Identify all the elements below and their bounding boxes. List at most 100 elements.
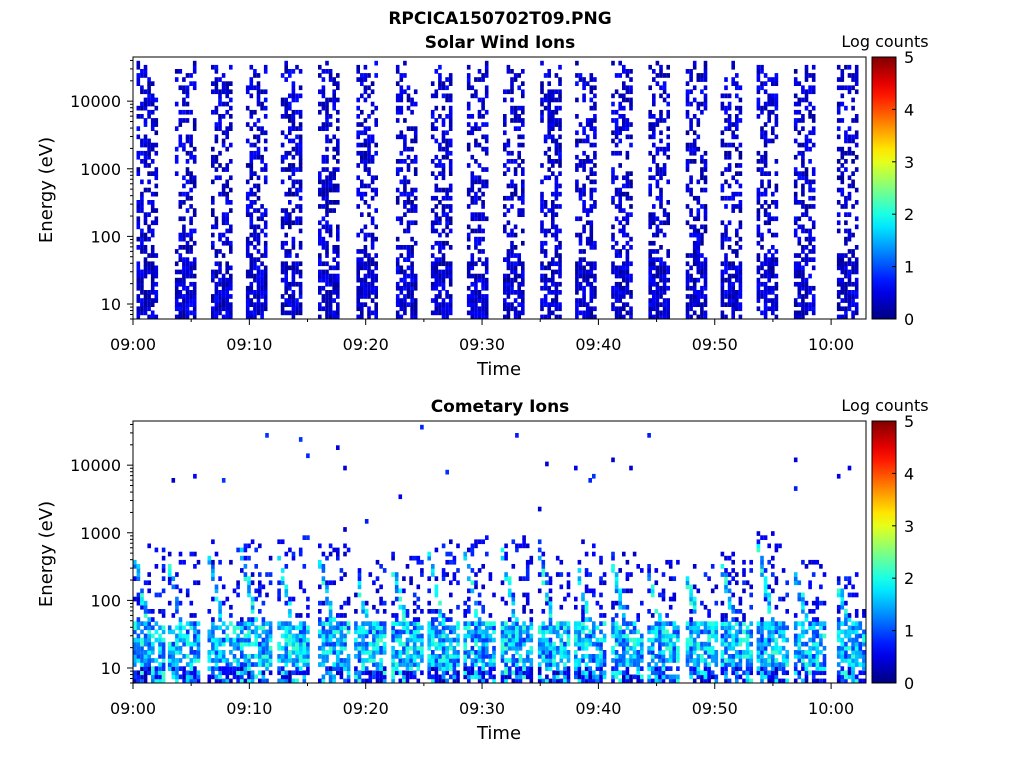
solar-wind-title: Solar Wind Ions <box>425 33 576 53</box>
spectrogram-cell <box>811 105 816 111</box>
spectrogram-cell <box>136 314 141 320</box>
spectrogram-cell <box>343 613 347 618</box>
spectrogram-cell <box>510 159 514 164</box>
spectrogram-cell <box>325 220 329 226</box>
spectrogram-cell <box>360 281 364 287</box>
spectrogram-cell <box>689 150 693 156</box>
spectrogram-cell <box>738 224 743 230</box>
spectrogram-cell <box>196 633 201 639</box>
spectrogram-cell <box>192 208 197 213</box>
spectrogram-cell <box>625 265 630 271</box>
spectrogram-cell <box>336 666 340 671</box>
spectrogram-cell <box>291 310 296 316</box>
spectrogram-cell <box>554 73 559 78</box>
spectrogram-cell <box>245 89 250 95</box>
spectrogram-cell <box>133 576 137 581</box>
spectrogram-cell <box>167 662 172 667</box>
spectrogram-cell <box>593 150 597 156</box>
spectrogram-cell <box>284 302 288 307</box>
spectrogram-cell <box>318 240 322 246</box>
spectrogram-cell <box>416 678 421 684</box>
spectrogram-cell <box>140 662 144 667</box>
spectrogram-cell <box>448 281 453 287</box>
spectrogram-cell <box>593 277 597 283</box>
spectrogram-cell <box>339 650 344 655</box>
spectrogram-cell <box>801 183 805 189</box>
spectrogram-cell <box>211 559 215 565</box>
spectrogram-cell <box>218 290 222 295</box>
spectrogram-cell <box>804 167 809 172</box>
spectrogram-cell <box>578 265 583 271</box>
spectrogram-cell <box>840 257 845 262</box>
spectrogram-cell <box>431 568 435 573</box>
spectrogram-cell <box>280 294 285 299</box>
spectrogram-cell <box>136 564 141 569</box>
spectrogram-cell <box>578 73 583 78</box>
spectrogram-cell <box>731 122 735 127</box>
spectrogram-cell <box>804 146 809 152</box>
spectrogram-cell <box>441 130 446 136</box>
spectrogram-cell <box>836 253 841 258</box>
spectrogram-cell <box>356 261 360 267</box>
spectrogram-cell <box>284 674 289 680</box>
spectrogram-cell <box>851 298 855 303</box>
spectrogram-cell <box>659 175 663 181</box>
spectrogram-cell <box>263 114 268 119</box>
spectrogram-cell <box>143 302 148 307</box>
spectrogram-cell <box>629 89 633 95</box>
spectrogram-cell <box>291 122 296 127</box>
spectrogram-cell <box>543 228 548 234</box>
spectrogram-cell <box>696 146 701 152</box>
spectrogram-cell <box>804 142 809 148</box>
spectrogram-cell <box>844 105 848 111</box>
spectrogram-cell <box>395 298 400 303</box>
spectrogram-cell <box>840 154 845 160</box>
spectrogram-cell <box>298 208 303 213</box>
spectrogram-cell <box>735 294 739 299</box>
spectrogram-cell <box>582 187 586 193</box>
spectrogram-cell <box>618 265 622 271</box>
spectrogram-cell <box>466 85 471 91</box>
spectrogram-cell <box>158 674 162 680</box>
spectrogram-cell <box>406 93 411 99</box>
spectrogram-cell <box>136 154 141 160</box>
spectrogram-cell <box>291 555 296 561</box>
spectrogram-cell <box>254 637 258 643</box>
spectrogram-cell <box>521 171 525 176</box>
spectrogram-cell <box>735 171 739 176</box>
spectrogram-cell <box>445 650 449 655</box>
spectrogram-cell <box>756 167 761 172</box>
spectrogram-cell <box>589 265 594 271</box>
spectrogram-cell <box>354 625 358 631</box>
spectrogram-cell <box>763 105 768 111</box>
spectrogram-cell <box>648 216 652 222</box>
spectrogram-cell <box>659 73 663 78</box>
spectrogram-cell <box>720 290 725 295</box>
spectrogram-cell <box>593 187 597 193</box>
spectrogram-cell <box>221 658 226 663</box>
spectrogram-cell <box>192 175 197 181</box>
spectrogram-cell <box>375 670 380 676</box>
spectrogram-cell <box>256 273 261 279</box>
spectrogram-cell <box>193 551 197 557</box>
spectrogram-cell <box>284 551 289 557</box>
spectrogram-cell <box>836 134 841 140</box>
spectrogram-cell <box>441 678 446 684</box>
spectrogram-cell <box>147 625 151 631</box>
spectrogram-cell <box>622 290 626 295</box>
spectrogram-cell <box>372 650 376 655</box>
spectrogram-cell <box>140 281 144 287</box>
spectrogram-cell <box>441 543 446 549</box>
spectrogram-cell <box>614 122 619 127</box>
spectrogram-cell <box>406 163 411 168</box>
spectrogram-cell <box>685 130 690 136</box>
spectrogram-cell <box>445 93 449 99</box>
spectrogram-cell <box>254 588 258 594</box>
spectrogram-cell <box>801 314 805 320</box>
spectrogram-cell <box>589 290 594 295</box>
spectrogram-cell <box>448 105 453 111</box>
spectrogram-cell <box>547 228 551 234</box>
spectrogram-cell <box>547 130 551 136</box>
spectrogram-cell <box>372 662 376 667</box>
spectrogram-cell <box>295 126 299 131</box>
